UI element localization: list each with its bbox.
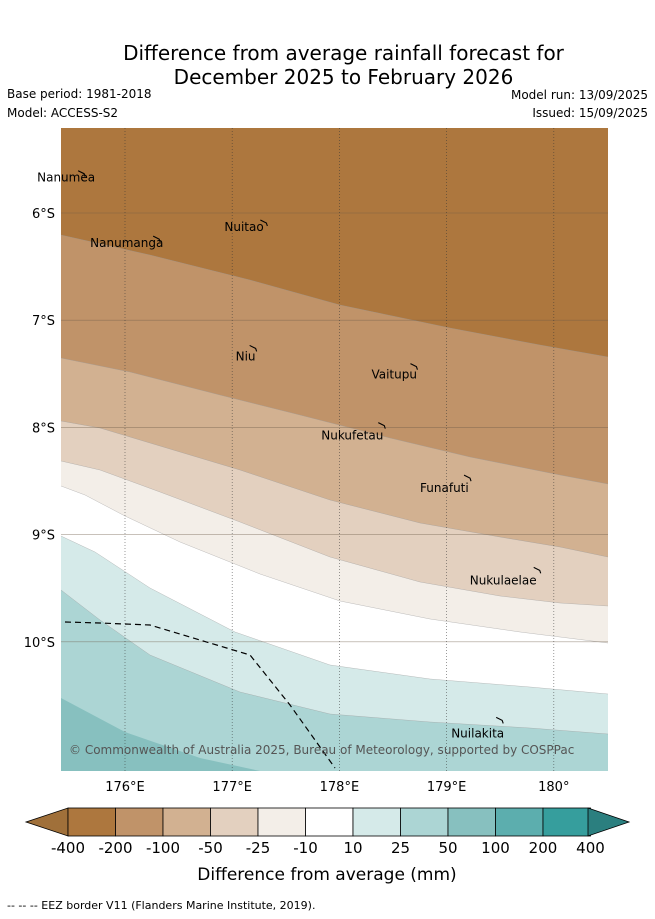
- place-label: Nanumea: [37, 171, 95, 185]
- lon-label: 179°E: [427, 780, 467, 795]
- anomaly-bands: [61, 128, 608, 771]
- title-line-1: Difference from average rainfall forecas…: [123, 41, 564, 65]
- place-label: Nukulaelae: [470, 573, 537, 587]
- band-50-100-wet: [61, 698, 260, 771]
- lon-label: 177°E: [212, 780, 252, 795]
- legend-tick: 25: [391, 839, 410, 857]
- legend-colorbar: -400 -200 -100 -50 -25 -10 10 25 50 100 200 400 Dif…: [24, 807, 631, 885]
- place-label: Nukufetau: [321, 429, 383, 443]
- island-outline: [410, 363, 418, 370]
- place-label: Funafuti: [420, 481, 469, 495]
- island-outline: [463, 474, 472, 482]
- legend-box: [352, 807, 401, 837]
- island-outline: [77, 170, 86, 177]
- band-25-50-wet: [61, 590, 608, 771]
- place-labels: Nanumea Nuitao Nanumanga Niu Vaitupu Nukufeta…: [37, 171, 537, 741]
- island-outline: [378, 422, 386, 429]
- place-label: Nanumanga: [90, 236, 163, 250]
- legend-tick: 400: [576, 839, 605, 857]
- legend-arrow-right: [587, 807, 631, 837]
- latitude-labels: 6°S 7°S 8°S 9°S 10°S: [24, 207, 55, 651]
- model-name: Model: ACCESS-S2: [7, 106, 119, 120]
- copyright-notice: © Commonwealth of Australia 2025, Bureau…: [69, 743, 574, 757]
- legend-box: [67, 807, 116, 837]
- legend-tick: 50: [438, 839, 457, 857]
- legend-box: [400, 807, 449, 837]
- legend-tick: 100: [481, 839, 510, 857]
- place-label: Niu: [236, 349, 256, 363]
- island-outline: [260, 219, 268, 227]
- legend-tick: -25: [246, 839, 271, 857]
- legend-title: Difference from average (mm): [197, 865, 456, 885]
- legend-tick: -400: [51, 839, 85, 857]
- legend-tick: -100: [146, 839, 180, 857]
- legend-tick-labels: -400 -200 -100 -50 -25 -10 10 25 50 100 200 400: [51, 839, 605, 857]
- eez-footnote: -- -- -- EEZ border V11 (Flanders Marine…: [7, 899, 316, 912]
- issued-date: Issued: 15/09/2025: [532, 106, 648, 120]
- legend-box: [210, 807, 259, 837]
- model-run: Model run: 13/09/2025: [510, 88, 648, 102]
- legend-tick: -200: [98, 839, 132, 857]
- legend-box: [495, 807, 544, 837]
- legend-tick: 10: [343, 839, 362, 857]
- legend-box: [162, 807, 211, 837]
- legend-box: [257, 807, 306, 837]
- graticule: [61, 128, 608, 771]
- lon-label: 178°E: [320, 780, 360, 795]
- legend-tick: -50: [198, 839, 223, 857]
- longitude-labels: 176°E 177°E 178°E 179°E 180°: [105, 780, 569, 795]
- place-label: Nuitao: [224, 220, 263, 234]
- island-outline: [495, 716, 504, 724]
- legend-box: [542, 807, 591, 837]
- island-outline: [152, 235, 161, 243]
- legend-tick: -10: [293, 839, 318, 857]
- legend-tick: 200: [529, 839, 558, 857]
- lon-label: 176°E: [105, 780, 145, 795]
- legend-boxes: [67, 807, 591, 837]
- island-outline: [249, 344, 258, 352]
- lat-label: 8°S: [32, 421, 55, 436]
- map-title: Difference from average rainfall forecas…: [0, 41, 655, 89]
- lat-label: 7°S: [32, 314, 55, 329]
- base-period: Base period: 1981-2018: [7, 87, 152, 101]
- legend-arrow-left: [24, 807, 69, 837]
- place-label: Nuilakita: [451, 726, 504, 740]
- lon-label: 180°: [538, 780, 569, 795]
- rainfall-map: Nanumea Nuitao Nanumanga Niu Vaitupu Nukufeta…: [24, 128, 631, 885]
- island-outlines: [77, 170, 542, 724]
- lat-label: 6°S: [32, 207, 55, 222]
- lat-label: 9°S: [32, 529, 55, 544]
- eez-border: [64, 621, 336, 769]
- island-outline: [533, 566, 542, 574]
- lat-label: 10°S: [24, 636, 55, 651]
- title-line-2: December 2025 to February 2026: [173, 65, 514, 89]
- legend-box: [305, 807, 354, 837]
- place-label: Vaitupu: [371, 368, 417, 382]
- legend-box: [447, 807, 496, 837]
- legend-box: [115, 807, 164, 837]
